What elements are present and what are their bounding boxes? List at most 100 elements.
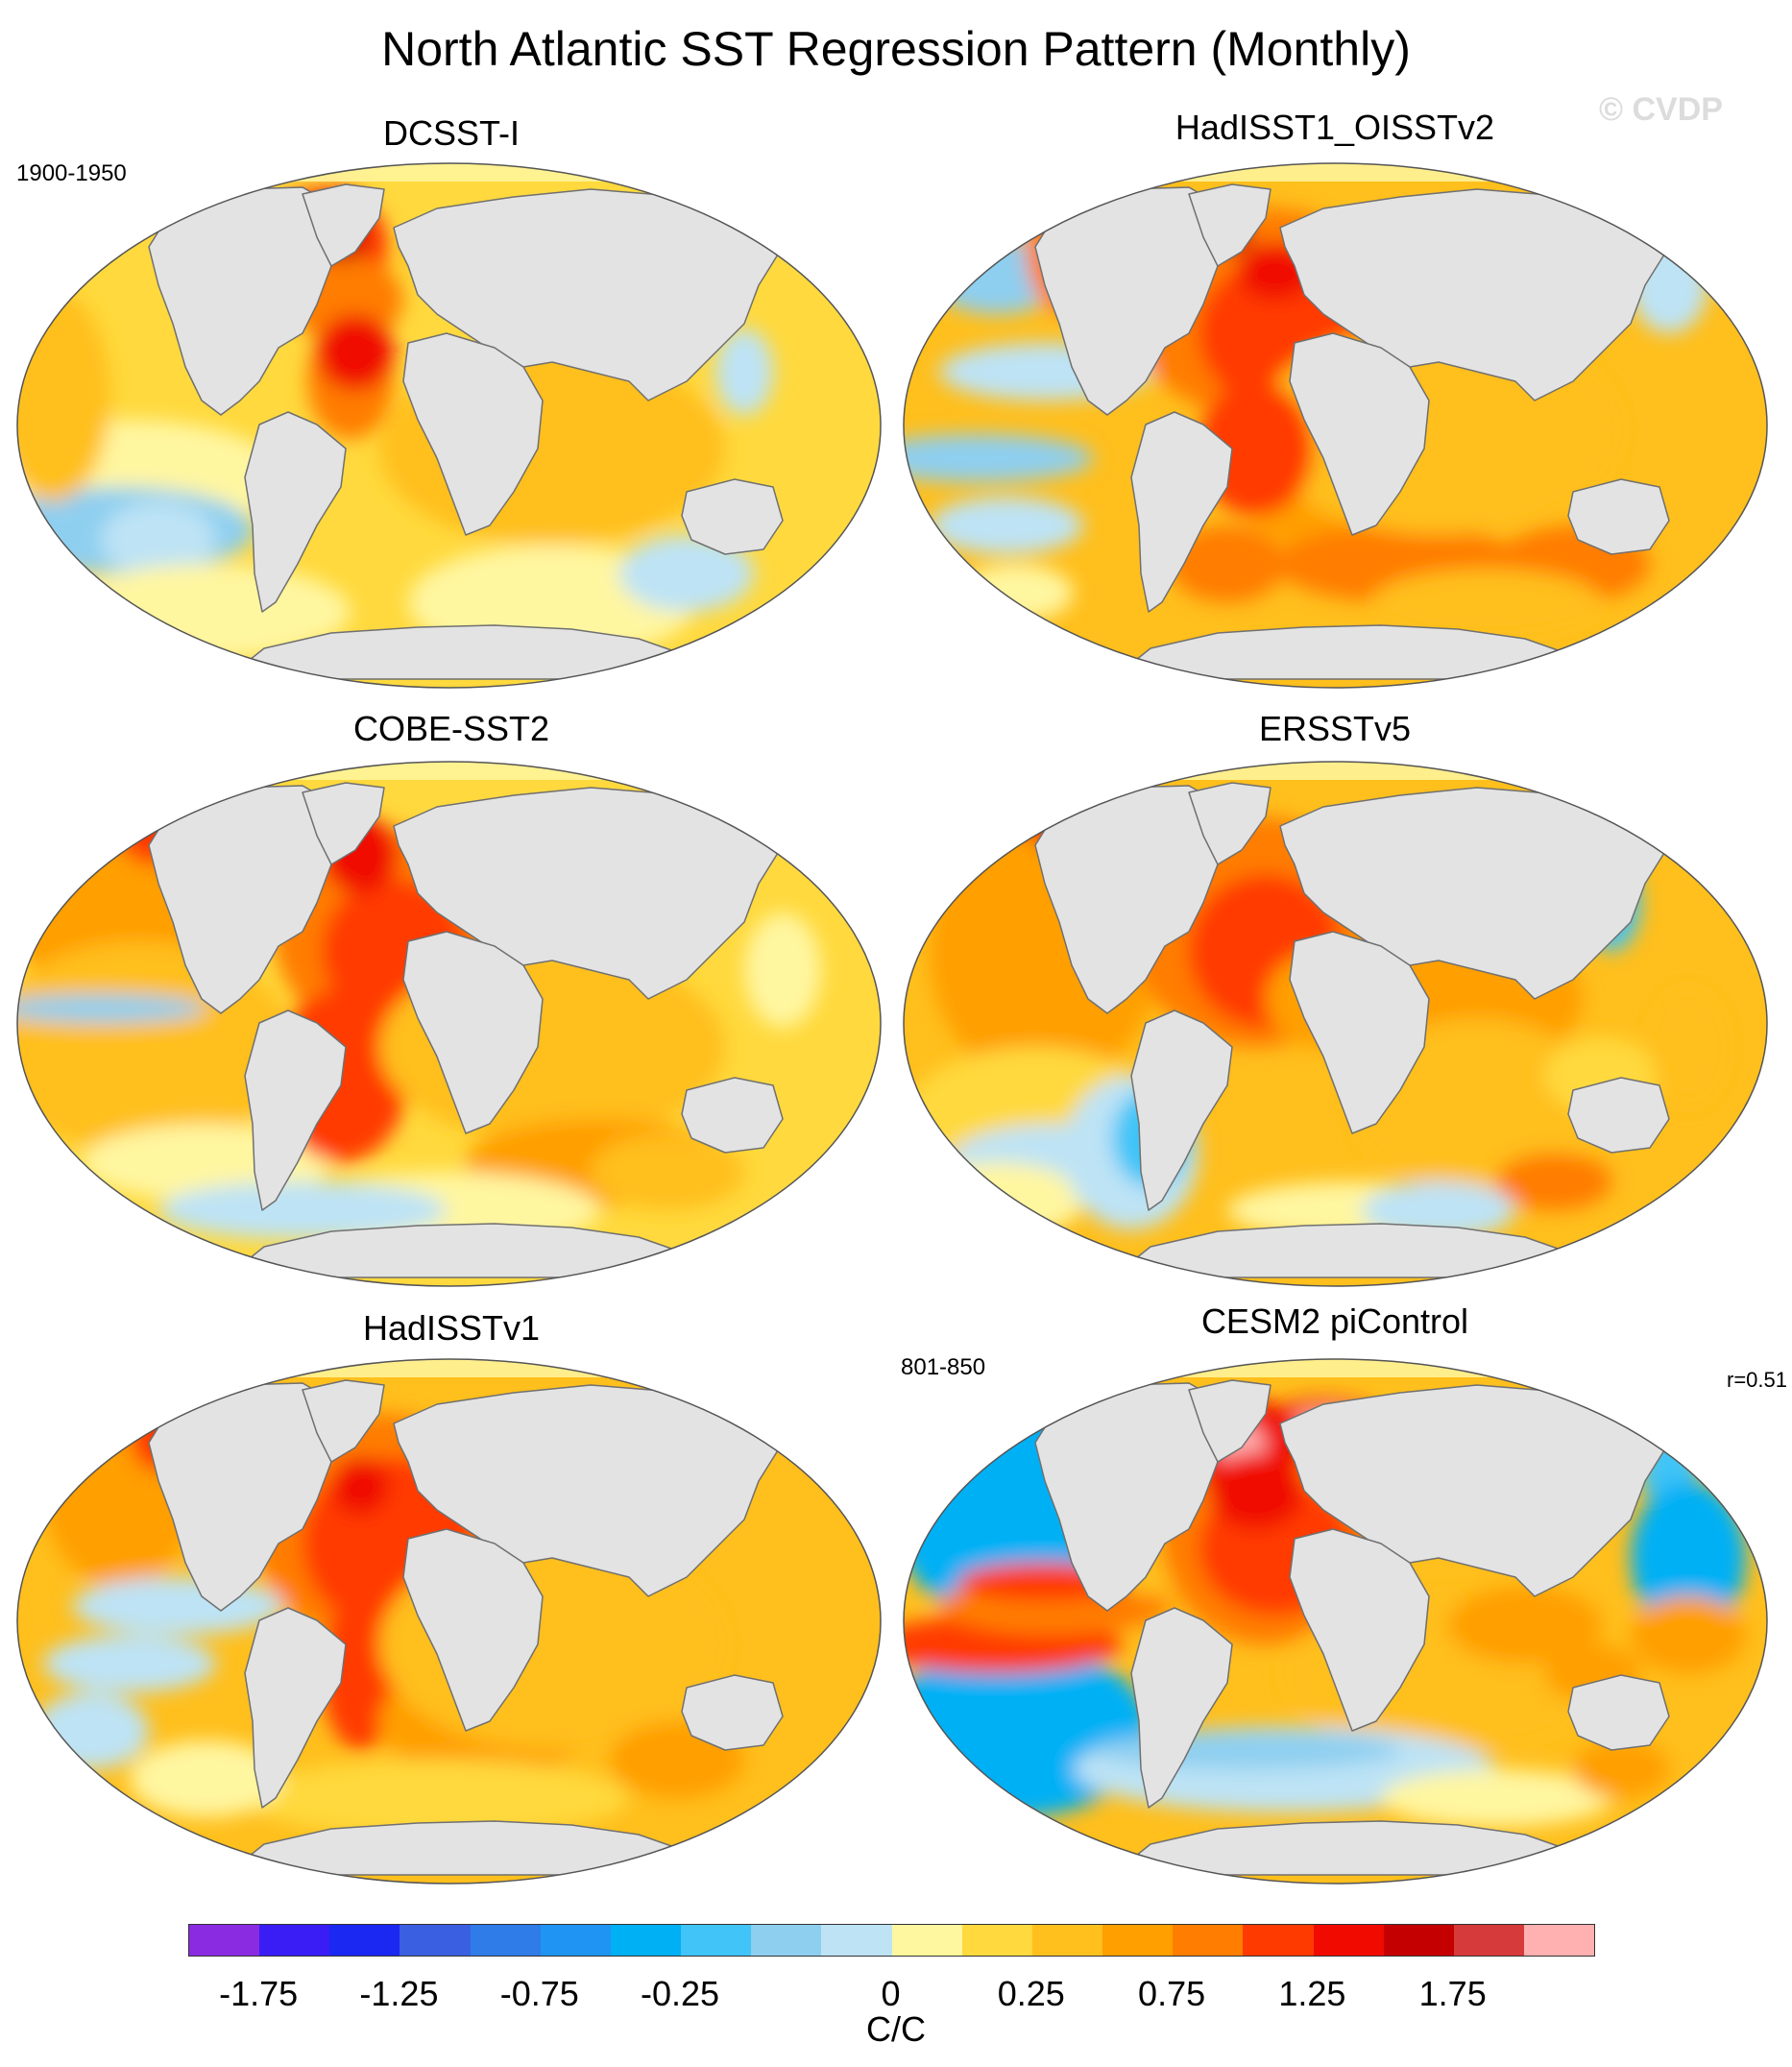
colorbar-swatch xyxy=(540,1925,611,1956)
period-label-obs: 1900-1950 xyxy=(16,160,127,186)
colorbar-swatch xyxy=(400,1925,471,1956)
map-dcsst xyxy=(16,162,882,689)
land-south-america xyxy=(1130,1607,1233,1809)
colorbar-swatch xyxy=(1031,1925,1103,1956)
sst-anomaly-region xyxy=(1448,1587,1602,1664)
figure-title: North Atlantic SST Regression Pattern (M… xyxy=(381,22,1411,76)
panel-title-hadv1: HadISSTv1 xyxy=(362,1308,541,1348)
sst-anomaly-region xyxy=(1650,989,1727,1105)
sst-anomaly-region xyxy=(591,1133,744,1210)
land-australia xyxy=(681,478,784,555)
colorbar-swatch xyxy=(1173,1925,1244,1956)
sst-anomaly-region xyxy=(317,314,394,391)
land-greenland xyxy=(302,782,385,865)
colorbar xyxy=(188,1924,1595,1957)
colorbar-swatch xyxy=(329,1925,400,1956)
map-ersst xyxy=(903,761,1768,1287)
sst-anomaly-region xyxy=(43,1635,216,1692)
sst-anomaly-region xyxy=(1170,525,1285,602)
sst-anomaly-region xyxy=(910,1162,1083,1239)
sst-anomaly-region xyxy=(1381,1769,1611,1827)
land-australia xyxy=(681,1674,784,1751)
sst-anomaly-region xyxy=(1208,1452,1304,1529)
colorbar-tick-label: 1.25 xyxy=(1278,1974,1346,2013)
map-frame xyxy=(16,1358,882,1885)
sst-anomaly-region xyxy=(904,434,1093,482)
land-south-america xyxy=(1130,1009,1233,1211)
land-africa xyxy=(402,931,544,1134)
colorbar-swatch xyxy=(891,1925,962,1956)
colorbar-tick-label: -1.75 xyxy=(219,1974,299,2013)
panel-title-cobe: COBE-SST2 xyxy=(352,709,550,748)
sst-anomaly-region xyxy=(245,1760,629,1836)
colorbar-swatch xyxy=(961,1925,1032,1956)
map-cobe xyxy=(16,761,882,1287)
sst-anomaly-region xyxy=(958,564,1074,621)
pattern-correlation-label: r=0.51 xyxy=(1727,1368,1787,1392)
land-australia xyxy=(1567,1674,1670,1751)
colorbar-swatch xyxy=(1243,1925,1314,1956)
land-africa xyxy=(1289,931,1430,1134)
colorbar-tick-label: 0.75 xyxy=(1138,1974,1206,2013)
land-africa xyxy=(1289,332,1430,536)
panel-title-hadoi: HadISST1_OISSTv2 xyxy=(1174,108,1495,147)
sst-anomaly-region xyxy=(34,1692,149,1769)
sst-anomaly-region xyxy=(619,535,754,612)
colorbar-swatch xyxy=(470,1925,541,1956)
land-greenland xyxy=(1188,1379,1271,1463)
colorbar-swatch xyxy=(681,1925,752,1956)
land-south-america xyxy=(244,1009,347,1211)
sst-anomaly-region xyxy=(331,1457,389,1515)
colorbar-swatch xyxy=(189,1925,260,1956)
land-greenland xyxy=(302,1379,385,1463)
land-australia xyxy=(681,1077,784,1154)
land-south-america xyxy=(244,411,347,613)
panel-title-dcsst: DCSST-I xyxy=(382,113,520,153)
colorbar-swatch xyxy=(610,1925,682,1956)
colorbar-swatch xyxy=(1453,1925,1524,1956)
sst-anomaly-region xyxy=(715,328,773,415)
colorbar-tick-label: 0.25 xyxy=(997,1974,1065,2013)
sst-anomaly-region xyxy=(930,497,1083,554)
map-frame xyxy=(16,761,882,1287)
map-hadv1 xyxy=(16,1358,882,1885)
sst-anomaly-region xyxy=(1631,1596,1746,1673)
panel-title-ersst: ERSSTv5 xyxy=(1258,709,1412,748)
period-label-model: 801-850 xyxy=(901,1354,986,1380)
land-africa xyxy=(402,332,544,536)
colorbar-tick-label: -1.25 xyxy=(359,1974,439,2013)
sst-anomaly-region xyxy=(1573,1740,1669,1798)
sst-anomaly-region xyxy=(17,994,206,1023)
colorbar-swatch xyxy=(259,1925,330,1956)
colorbar-swatch xyxy=(821,1925,892,1956)
land-greenland xyxy=(1188,183,1271,267)
land-africa xyxy=(1289,1528,1430,1732)
map-frame xyxy=(903,761,1768,1287)
sst-anomaly-region xyxy=(101,501,216,578)
map-frame xyxy=(903,162,1768,689)
land-south-america xyxy=(244,1607,347,1809)
panel-title-cesm: CESM2 piControl xyxy=(1200,1301,1469,1341)
land-australia xyxy=(1567,478,1670,555)
land-australia xyxy=(1567,1077,1670,1154)
sst-anomaly-region xyxy=(130,1740,283,1817)
map-frame xyxy=(16,162,882,689)
map-frame xyxy=(903,1358,1768,1885)
map-cesm xyxy=(903,1358,1768,1885)
sst-anomaly-region xyxy=(322,1596,399,1750)
colorbar-swatch xyxy=(1383,1925,1454,1956)
colorbar-tick-label: 0 xyxy=(881,1974,901,2013)
sst-anomaly-region xyxy=(158,1181,447,1239)
land-greenland xyxy=(1188,782,1271,865)
colorbar-swatch xyxy=(751,1925,822,1956)
sst-anomaly-region xyxy=(1496,1153,1611,1210)
cvdp-watermark: © CVDP xyxy=(1599,91,1723,128)
colorbar-swatch xyxy=(1313,1925,1384,1956)
colorbar-tick-label: -0.25 xyxy=(641,1974,720,2013)
sst-anomaly-region xyxy=(1371,569,1602,636)
colorbar-units: C/C xyxy=(866,2009,926,2049)
land-greenland xyxy=(302,183,385,267)
colorbar-tick-label: -0.75 xyxy=(499,1974,579,2013)
sst-anomaly-region xyxy=(1631,1481,1746,1635)
sst-anomaly-region xyxy=(744,912,821,1028)
